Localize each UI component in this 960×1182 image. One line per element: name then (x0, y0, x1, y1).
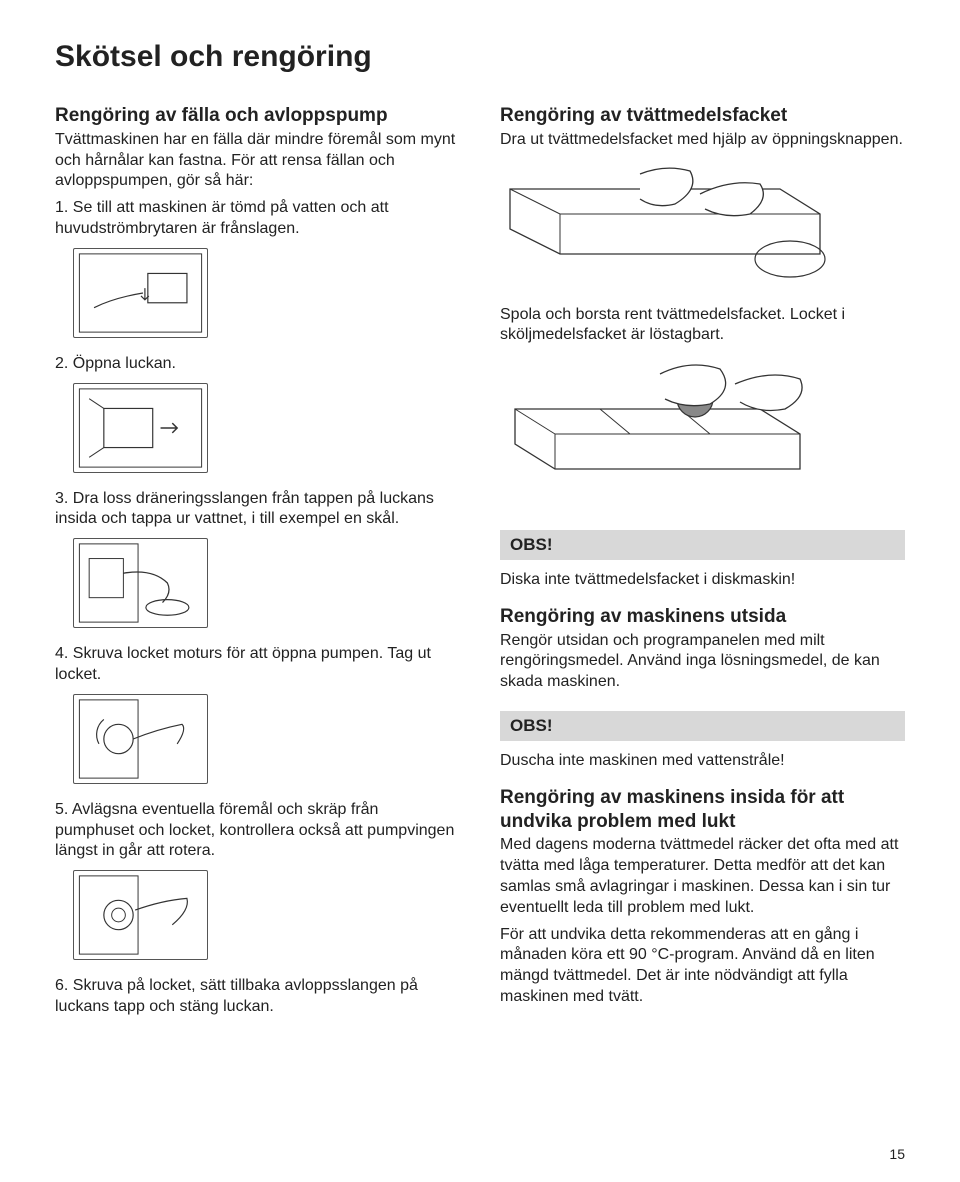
illustration-step-3 (73, 538, 208, 628)
step-5: 5. Avlägsna eventuella föremål och skräp… (55, 800, 460, 862)
interior-p2: För att undvika detta rekommenderas att … (500, 925, 905, 1008)
illustration-pull-drawer (500, 159, 840, 289)
interior-p1: Med dagens moderna tvättmedel räcker det… (500, 835, 905, 918)
detergent-p1: Dra ut tvättmedelsfacket med hjälp av öp… (500, 130, 905, 151)
note-label-2: OBS! (510, 716, 553, 735)
exterior-warning: Duscha inte maskinen med vattenstråle! (500, 751, 905, 772)
heading-detergent-compartment: Rengöring av tvättmedelsfacket (500, 104, 905, 128)
illustration-clean-drawer (500, 354, 840, 484)
illustration-step-1 (73, 248, 208, 338)
heading-trap-cleaning: Rengöring av fälla och avloppspump (55, 104, 460, 128)
left-column: Rengöring av fälla och avloppspump Tvätt… (55, 104, 460, 1018)
step-1: 1. Se till att maskinen är tömd på vatte… (55, 198, 460, 240)
step-2: 2. Öppna luckan. (55, 354, 460, 375)
detergent-warning: Diska inte tvättmedelsfacket i diskmaski… (500, 570, 905, 591)
illustration-step-5 (73, 870, 208, 960)
illustration-step-2 (73, 383, 208, 473)
detergent-p2: Spola och borsta rent tvättmedelsfacket.… (500, 305, 905, 347)
heading-interior-odor: Rengöring av maskinens insida för att un… (500, 786, 905, 834)
page-number: 15 (889, 1146, 905, 1162)
intro-text: Tvättmaskinen har en fälla där mindre fö… (55, 130, 460, 192)
right-column: Rengöring av tvättmedelsfacket Dra ut tv… (500, 104, 905, 1018)
note-box-1: OBS! (500, 530, 905, 560)
two-column-layout: Rengöring av fälla och avloppspump Tvätt… (55, 104, 905, 1018)
note-box-2: OBS! (500, 711, 905, 741)
heading-exterior: Rengöring av maskinens utsida (500, 605, 905, 629)
step-6: 6. Skruva på locket, sätt tillbaka avlop… (55, 976, 460, 1018)
step-4: 4. Skruva locket moturs för att öppna pu… (55, 644, 460, 686)
page-title: Skötsel och rengöring (55, 40, 905, 74)
illustration-step-4 (73, 694, 208, 784)
step-3: 3. Dra loss dräneringsslangen från tappe… (55, 489, 460, 531)
exterior-p1: Rengör utsidan och programpanelen med mi… (500, 631, 905, 693)
note-label-1: OBS! (510, 535, 553, 554)
